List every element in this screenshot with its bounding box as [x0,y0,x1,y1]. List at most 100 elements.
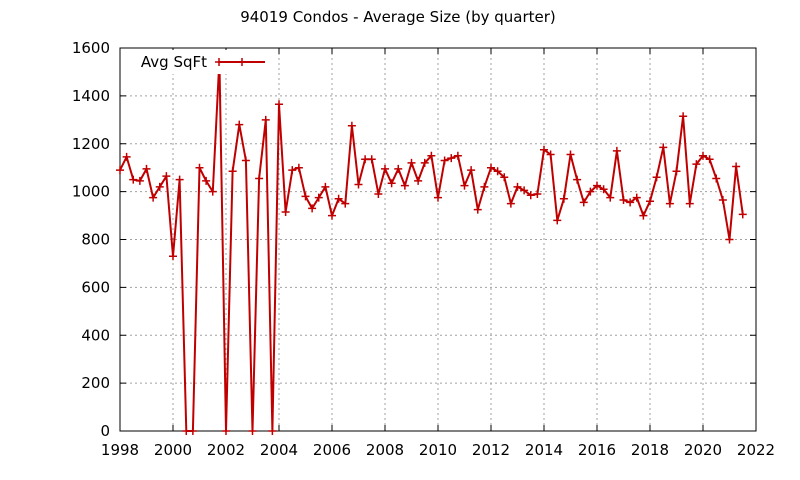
x-tick-label: 2004 [260,441,298,459]
data-point [162,172,171,181]
y-tick-label: 800 [81,231,110,249]
data-point [573,175,582,184]
x-axis: 1998 2000 2002 2004 2006 2008 2010 2012 2014 2016… [101,48,775,459]
data-point [447,154,456,163]
data-point [632,193,641,202]
data-point [420,158,429,167]
data-point [639,211,648,220]
data-point [175,175,184,184]
data-point [116,166,124,175]
data-point [367,155,376,164]
y-tick-label: 1000 [72,183,110,201]
data-point [540,145,548,154]
data-point [559,194,568,203]
data-point [414,176,423,185]
data-point [314,193,323,202]
data-point [672,167,681,176]
plot-frame [119,47,757,432]
data-point [129,175,138,184]
y-tick-label: 200 [81,374,110,392]
data-point [593,181,601,190]
y-tick-label: 400 [81,326,110,344]
data-point [248,427,257,435]
series-line [119,59,744,432]
data-point [407,158,416,167]
data-point [705,155,714,164]
data-point [400,181,409,190]
data-point [579,198,588,207]
data-point [692,160,701,169]
y-tick-label: 0 [100,422,110,440]
data-point [341,199,350,208]
data-point [255,174,264,183]
x-tick-label: 2014 [525,441,563,459]
legend-label-avg-sqft: Avg SqFt [141,53,207,71]
data-point [328,211,336,220]
data-point [546,150,555,159]
data-point [487,163,495,172]
legend: Avg SqFt [132,50,274,74]
data-point [228,167,237,176]
data-point [288,166,297,175]
data-point [606,193,615,202]
x-tick-label: 1998 [101,441,139,459]
data-point [659,143,668,152]
data-point [718,196,727,205]
data-point [281,207,290,216]
x-tick-label: 2002 [207,441,245,459]
x-tick-label: 2010 [419,441,457,459]
data-point [387,179,396,188]
data-point [665,199,674,208]
data-point [732,162,741,171]
data-point [612,146,621,155]
data-point [599,185,608,194]
data-point [586,187,595,196]
data-point [533,190,542,199]
data-point [652,173,661,182]
legend-point [215,58,223,66]
data-point [440,156,449,165]
data-point [513,182,522,191]
data-point [685,199,694,208]
data-point [453,151,462,160]
data-point [241,156,250,165]
data-point [467,166,476,175]
data-point [646,197,654,206]
x-tick-label: 2012 [472,441,510,459]
data-point [235,120,244,129]
series-avg-sqft [116,55,747,435]
data-point [460,181,469,190]
data-point [374,190,383,199]
data-point [294,163,303,172]
data-point [149,193,158,202]
y-tick-label: 1600 [72,39,110,57]
data-point [334,194,343,203]
x-tick-label: 2020 [684,441,722,459]
data-point [275,100,283,109]
data-point [526,191,535,200]
data-point [434,193,442,202]
data-point [520,186,529,195]
data-point [354,180,363,189]
y-axis: 0 200 400 600 800 1000 1200 1400 1600 [72,39,756,440]
legend-point [238,58,246,66]
data-point [301,192,310,201]
data-point [308,204,317,213]
data-point [699,151,707,160]
data-point [122,152,131,161]
data-point [473,205,482,214]
data-point [155,182,164,191]
x-tick-label: 2006 [313,441,351,459]
y-tick-label: 1200 [72,135,110,153]
data-point [208,187,217,196]
data-point [381,164,389,173]
data-point [169,252,177,261]
data-point [493,167,502,176]
data-point [202,176,211,185]
data-point [347,121,356,130]
data-point [506,199,515,208]
x-tick-label: 2000 [154,441,192,459]
data-point [222,427,230,435]
data-point [553,216,562,225]
